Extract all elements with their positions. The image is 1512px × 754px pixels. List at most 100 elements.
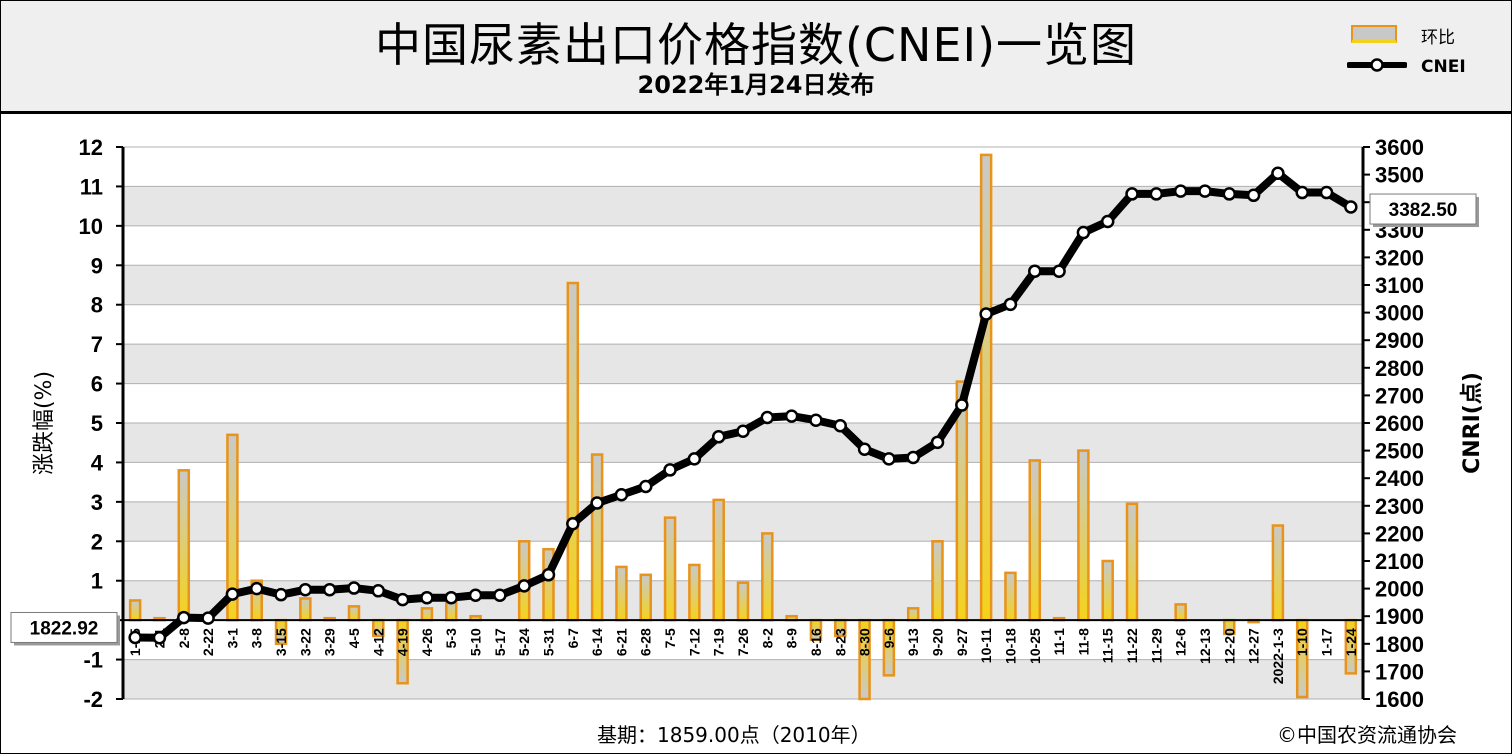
cnei-point-2-22 [201, 611, 215, 625]
cnei-point-1-24 [1344, 200, 1358, 214]
cnei-point-12-6 [1173, 184, 1188, 198]
x-tick-label: 7-26 [735, 628, 751, 656]
left-tick-label: 4 [91, 450, 104, 475]
x-tick-label: 2-22 [200, 628, 216, 656]
grid-band [123, 265, 1363, 305]
bar-6-14 [590, 453, 604, 622]
left-tick-label: 1 [91, 569, 103, 594]
right-tick-label: 2800 [1375, 356, 1424, 381]
x-tick-label: 1-24 [1343, 628, 1359, 656]
grid-band [123, 344, 1363, 384]
left-tick-label: 7 [91, 332, 103, 357]
legend-bar-label: 环比 [1421, 28, 1455, 48]
x-tick-label: 2-8 [176, 628, 192, 648]
bar-7-26 [736, 581, 750, 622]
cnei-point-2022-1-3 [1271, 166, 1285, 180]
cnei-point-3-1 [225, 587, 240, 601]
y-axis-title: 涨跌幅(%) [32, 371, 57, 475]
cnei-point-10-11 [979, 307, 993, 321]
bar-2022-1-3 [1271, 524, 1285, 622]
x-tick-label: 3-8 [249, 628, 265, 648]
cnei-point-4-5 [347, 581, 361, 595]
bar-1-25 [128, 599, 142, 622]
cnei-point-6-21 [614, 488, 629, 502]
left-tick-label: 9 [91, 253, 103, 278]
cnei-point-1-10 [1295, 185, 1309, 200]
x-tick-label: 4-12 [370, 628, 386, 656]
cnei-point-6-14 [590, 496, 604, 510]
bar-9-20 [931, 540, 944, 622]
legend-bar-swatch [1351, 25, 1397, 43]
left-tick-label: 3 [91, 490, 103, 515]
right-tick-label: 2500 [1375, 439, 1424, 464]
left-tick-label: 5 [91, 411, 103, 436]
x-tick-label: 10-18 [1002, 628, 1018, 664]
x-tick-label: 6-14 [589, 628, 605, 656]
x-tick-label: 6-21 [613, 628, 629, 656]
base-period-note: 基期：1859.00点（2010年） [597, 723, 871, 747]
cnei-point-3-8 [249, 581, 264, 596]
x-tick-label: 10-25 [1027, 628, 1043, 664]
x-tick-label: 11-22 [1124, 628, 1140, 663]
x-tick-label: 12-27 [1246, 628, 1262, 664]
cnei-point-6-28 [638, 479, 653, 494]
right-tick-label: 3000 [1375, 301, 1424, 326]
cnei-point-8-16 [809, 413, 823, 427]
cnei-point-9-20 [930, 435, 945, 450]
x-tick-label: 9-20 [930, 628, 946, 656]
bar-10-11 [979, 153, 993, 622]
x-tick-label: 3-22 [297, 628, 313, 656]
cnei-point-4-12 [371, 584, 386, 598]
right-tick-label: 1600 [1375, 687, 1424, 712]
x-tick-label: 11-29 [1148, 628, 1164, 663]
bar-6-7 [566, 281, 580, 622]
cnei-point-4-19 [395, 592, 410, 607]
bar-7-12 [688, 563, 701, 622]
x-tick-label: 11-8 [1075, 628, 1091, 655]
cnei-point-2-8 [177, 610, 191, 625]
x-tick-label: 11-15 [1100, 628, 1116, 663]
header-band: 中国尿素出口价格指数(CNEI)一览图 2022年1月24日发布 环比 CNEI [1, 1, 1511, 114]
cnei-point-7-26 [736, 424, 750, 439]
left-tick-label: 12 [79, 135, 103, 160]
cnei-point-11-15 [1100, 214, 1115, 229]
x-tick-label: 12-6 [1173, 628, 1189, 656]
right-tick-label: 1800 [1375, 632, 1424, 657]
x-tick-label: 3-15 [273, 628, 289, 656]
x-tick-label: 7-19 [711, 628, 727, 656]
right-tick-label: 2100 [1375, 549, 1424, 574]
x-tick-label: 4-26 [419, 628, 435, 656]
right-tick-label: 1900 [1375, 604, 1424, 629]
cnei-point-11-29 [1149, 187, 1164, 201]
cnei-point-3-29 [322, 582, 337, 597]
y2-axis-title: CNRI(点) [1459, 372, 1485, 474]
bar-6-28 [639, 573, 652, 622]
cnei-point-5-24 [517, 579, 531, 593]
legend: 环比 CNEI [1347, 19, 1497, 85]
copyright-note: ©中国农资流通协会 [1277, 723, 1457, 747]
x-tick-label: 8-23 [832, 628, 848, 656]
left-tick-label: 11 [80, 174, 103, 199]
cnei-point-5-10 [468, 588, 483, 602]
cnei-point-12-13 [1198, 184, 1212, 198]
cnei-point-9-6 [882, 452, 896, 466]
grid-band [123, 659, 1363, 699]
end-value-label: 3382.50 [1389, 200, 1458, 221]
bar-5-3 [444, 601, 458, 622]
x-tick-label: 4-5 [346, 628, 362, 648]
bar-10-18 [1004, 571, 1017, 622]
start-value-label: 1822.92 [30, 618, 99, 639]
cnei-point-1-17 [1319, 185, 1334, 200]
x-tick-label: 7-12 [686, 628, 702, 656]
right-tick-label: 3600 [1375, 135, 1424, 160]
x-tick-label: 6-7 [565, 628, 581, 648]
cnei-point-9-13 [906, 450, 920, 465]
x-tick-label: 5-17 [492, 628, 508, 656]
start-value-label-box [10, 611, 118, 643]
x-tick-label: 9-27 [954, 628, 970, 656]
cnei-point-12-20 [1222, 187, 1237, 201]
bar-12-6 [1174, 603, 1187, 622]
cnei-point-12-27 [1246, 188, 1261, 203]
cnei-point-6-7 [566, 516, 580, 531]
